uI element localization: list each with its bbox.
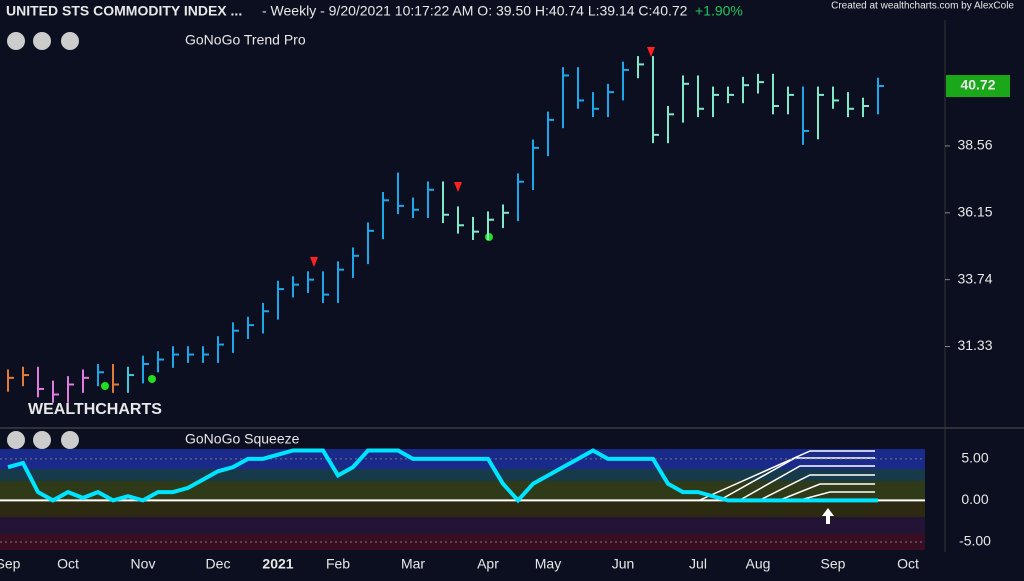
y-tick-label: 31.33 [957,337,992,353]
symbol-title: UNITED STS COMMODITY INDEX ... [6,3,242,19]
credit: Created at wealthcharts.com by AlexCole [831,1,1014,12]
band [0,469,925,481]
band [0,481,925,500]
quote-change: +1.90% [695,3,743,19]
quote-info: - Weekly - 9/20/2021 10:17:22 AM O: 39.5… [262,3,688,19]
x-tick-label: Dec [206,556,231,572]
squeeze-fan [699,450,875,501]
y-tick-label: 5.00 [961,450,988,466]
last-price-label: 40.72 [960,77,995,93]
up-signal [101,382,109,390]
button[interactable] [61,32,79,50]
down-signal [647,47,655,57]
x-tick-label: Sep [821,556,846,572]
y-tick-label: 33.74 [957,270,992,286]
fan-line [739,465,875,501]
x-tick-label: Sep [0,556,21,572]
indicator-title: GoNoGo Trend Pro [185,32,306,48]
down-signal [454,182,462,192]
squeeze-bands [0,449,925,550]
button[interactable] [33,431,51,449]
x-tick-label: Jun [612,556,635,572]
x-tick-label: Jul [689,556,707,572]
arrow-icon [822,508,834,524]
button[interactable] [7,431,25,449]
y-tick-label: 36.15 [957,203,992,219]
indicator-title: GoNoGo Squeeze [185,431,300,447]
band [0,500,925,517]
x-tick-label: Oct [897,556,919,572]
x-tick-label: Feb [326,556,350,572]
squeeze-line [7,448,878,504]
x-tick-label: Aug [746,556,771,572]
fan-line [719,457,875,501]
band [0,534,925,550]
fan-line [779,483,875,501]
x-tick-label: Apr [477,556,499,572]
band [0,517,925,534]
toolbar[interactable] [7,32,79,449]
fan-line [759,474,875,501]
y-tick-label: -5.00 [959,533,991,549]
x-tick-label: Oct [57,556,79,572]
x-tick-label: 2021 [262,556,293,572]
button[interactable] [7,32,25,50]
x-tick-label: May [535,556,561,572]
y-tick-label: 0.00 [961,491,988,507]
x-tick-label: Mar [401,556,425,572]
up-signal [148,375,156,383]
fan-line [699,450,875,501]
fan-line [799,491,875,501]
down-signal [310,257,318,267]
x-tick-label: Nov [131,556,156,572]
y-tick-label: 38.56 [957,137,992,153]
logo: WEALTHCHARTS [28,401,162,418]
button[interactable] [61,431,79,449]
button[interactable] [33,32,51,50]
last-price-box [946,75,1010,98]
